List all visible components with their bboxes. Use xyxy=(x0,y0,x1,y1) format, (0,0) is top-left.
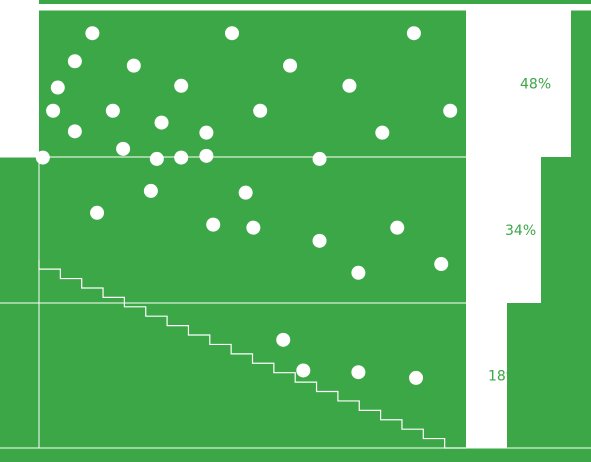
band-left-3 xyxy=(0,303,39,448)
data-point-19 xyxy=(35,150,50,165)
data-point-12 xyxy=(253,103,268,118)
data-point-11 xyxy=(105,103,120,118)
share-bar-2 xyxy=(541,157,591,303)
share-label-3: 18% xyxy=(488,369,519,385)
data-point-4 xyxy=(67,54,82,69)
data-point-25 xyxy=(238,185,253,200)
share-label-1: 48% xyxy=(520,77,551,93)
data-point-36 xyxy=(409,370,424,385)
data-point-32 xyxy=(434,257,449,272)
data-point-18 xyxy=(116,141,131,156)
data-point-1 xyxy=(85,26,100,41)
data-point-33 xyxy=(276,332,291,347)
data-point-24 xyxy=(143,183,158,198)
band-left-2 xyxy=(0,157,39,303)
data-point-22 xyxy=(199,148,214,163)
data-point-14 xyxy=(154,115,169,130)
band-fill-1 xyxy=(39,10,466,157)
data-point-17 xyxy=(375,125,390,140)
data-point-5 xyxy=(126,58,141,73)
data-point-27 xyxy=(206,217,221,232)
band-fill-3 xyxy=(39,303,466,448)
data-point-16 xyxy=(199,125,214,140)
data-point-23 xyxy=(312,151,327,166)
bottom-strip xyxy=(0,448,591,462)
staircase-line xyxy=(38,259,466,449)
share-label-2: 34% xyxy=(505,223,536,239)
data-point-28 xyxy=(246,220,261,235)
data-point-10 xyxy=(46,103,61,118)
data-point-21 xyxy=(174,150,189,165)
data-point-29 xyxy=(390,220,405,235)
share-bar-3 xyxy=(507,303,591,448)
data-point-35 xyxy=(351,365,366,380)
data-point-8 xyxy=(174,78,189,93)
top-strip xyxy=(39,0,591,4)
data-point-30 xyxy=(312,233,327,248)
data-point-15 xyxy=(67,124,82,139)
data-point-7 xyxy=(50,80,65,95)
data-point-26 xyxy=(90,205,105,220)
data-point-6 xyxy=(283,58,298,73)
data-point-3 xyxy=(406,26,421,41)
data-point-2 xyxy=(225,26,240,41)
data-point-31 xyxy=(351,265,366,280)
data-point-9 xyxy=(342,78,357,93)
data-point-34 xyxy=(296,363,311,378)
data-point-13 xyxy=(443,103,458,118)
data-point-20 xyxy=(149,151,164,166)
share-bar-1 xyxy=(571,10,591,157)
